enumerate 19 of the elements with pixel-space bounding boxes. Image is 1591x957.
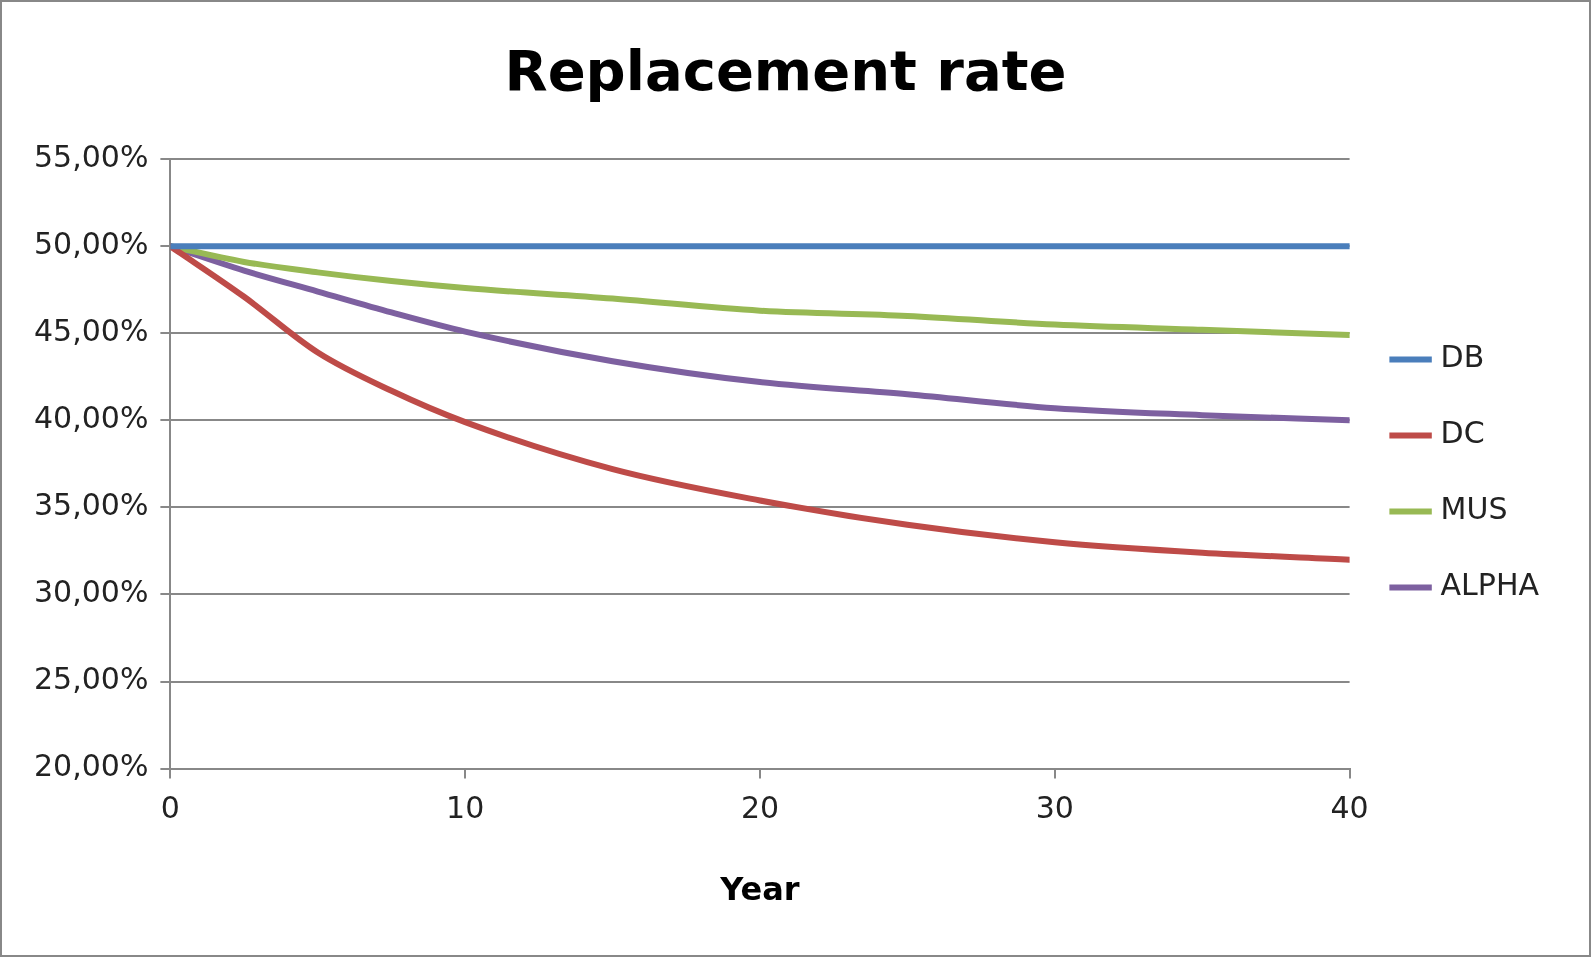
y-tick-label: 25,00% <box>34 661 149 697</box>
y-tick-label: 50,00% <box>34 226 149 262</box>
x-tick-label: 10 <box>446 790 485 826</box>
legend-label: DB <box>1440 339 1485 375</box>
x-axis-title: Year <box>719 870 800 909</box>
y-tick-label: 30,00% <box>34 574 149 610</box>
y-tick-label: 55,00% <box>34 139 149 174</box>
legend-label: DC <box>1440 415 1485 451</box>
x-tick-label: 40 <box>1330 790 1369 826</box>
x-tick-label: 30 <box>1035 790 1074 826</box>
x-tick-label: 20 <box>740 790 780 826</box>
y-tick-label: 20,00% <box>34 748 149 784</box>
x-tick-label: 0 <box>160 790 180 826</box>
y-tick-label: 35,00% <box>34 487 149 523</box>
legend-label: MUS <box>1440 491 1508 527</box>
y-tick-label: 40,00% <box>34 400 149 436</box>
y-tick-label: 45,00% <box>34 313 149 349</box>
legend-label: ALPHA <box>1440 567 1540 603</box>
chart-title: Replacement rate <box>504 38 1067 104</box>
